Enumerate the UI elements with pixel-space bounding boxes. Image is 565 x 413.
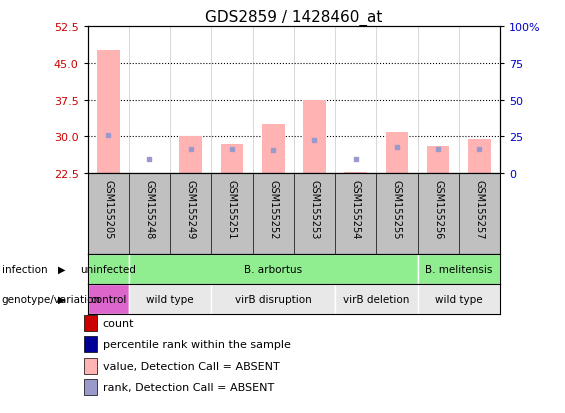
- Text: GSM155256: GSM155256: [433, 180, 443, 239]
- Bar: [129, 254, 418, 284]
- Title: GDS2859 / 1428460_at: GDS2859 / 1428460_at: [205, 9, 383, 26]
- Text: GSM155254: GSM155254: [351, 180, 360, 239]
- Bar: [179, 137, 202, 174]
- Text: rank, Detection Call = ABSENT: rank, Detection Call = ABSENT: [103, 382, 274, 392]
- Text: ▶: ▶: [58, 264, 66, 274]
- Text: infection: infection: [2, 264, 47, 274]
- Bar: [418, 254, 500, 284]
- Bar: [88, 254, 129, 284]
- Text: virB disruption: virB disruption: [235, 294, 311, 304]
- Text: wild type: wild type: [146, 294, 194, 304]
- Bar: [385, 132, 408, 174]
- Bar: [88, 284, 129, 314]
- Bar: [335, 284, 418, 314]
- Bar: [84, 379, 97, 395]
- Bar: [84, 358, 97, 374]
- Bar: [84, 315, 97, 331]
- Bar: [418, 284, 500, 314]
- Text: GSM155255: GSM155255: [392, 180, 402, 239]
- Text: GSM155205: GSM155205: [103, 180, 113, 239]
- Text: GSM155249: GSM155249: [186, 180, 195, 239]
- Text: control: control: [90, 294, 127, 304]
- Bar: [220, 145, 244, 174]
- Bar: [468, 140, 491, 174]
- Text: count: count: [103, 318, 134, 328]
- Text: virB deletion: virB deletion: [343, 294, 410, 304]
- Text: ▶: ▶: [58, 294, 66, 304]
- Bar: [84, 336, 97, 352]
- Bar: [262, 125, 285, 174]
- Text: wild type: wild type: [435, 294, 483, 304]
- Text: B. melitensis: B. melitensis: [425, 264, 493, 274]
- Text: GSM155251: GSM155251: [227, 180, 237, 239]
- Text: GSM155257: GSM155257: [475, 180, 484, 239]
- Text: percentile rank within the sample: percentile rank within the sample: [103, 339, 291, 349]
- Text: GSM155248: GSM155248: [145, 180, 154, 239]
- Text: uninfected: uninfected: [80, 264, 136, 274]
- Text: value, Detection Call = ABSENT: value, Detection Call = ABSENT: [103, 361, 280, 370]
- Text: GSM155252: GSM155252: [268, 180, 278, 239]
- Bar: [97, 51, 120, 174]
- Bar: [129, 284, 211, 314]
- Bar: [344, 172, 367, 174]
- Bar: [211, 284, 335, 314]
- Bar: [427, 147, 450, 174]
- Bar: [303, 100, 326, 174]
- Text: B. arbortus: B. arbortus: [244, 264, 302, 274]
- Text: GSM155253: GSM155253: [310, 180, 319, 239]
- Text: genotype/variation: genotype/variation: [2, 294, 101, 304]
